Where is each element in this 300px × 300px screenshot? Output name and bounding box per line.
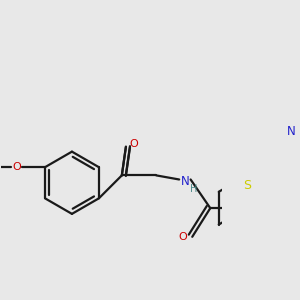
Text: N: N <box>181 175 190 188</box>
Text: O: O <box>178 232 187 242</box>
Text: H: H <box>190 184 198 194</box>
Text: O: O <box>130 139 139 149</box>
Text: N: N <box>287 125 296 139</box>
Text: S: S <box>243 179 251 192</box>
Text: O: O <box>12 162 21 172</box>
